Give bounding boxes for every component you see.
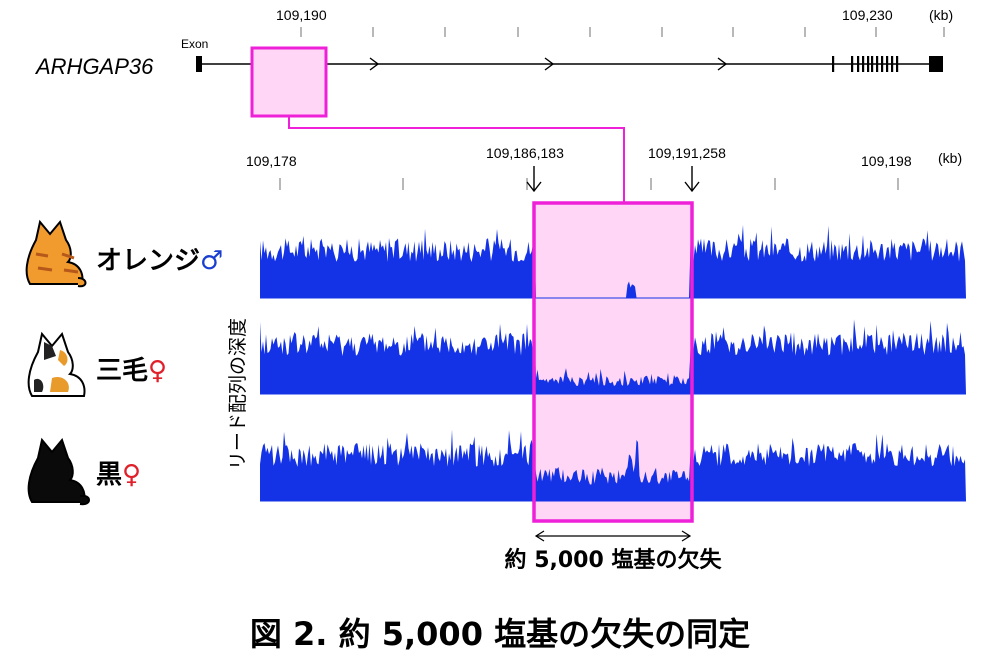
gene-ruler-ticks — [300, 27, 945, 37]
male-symbol-icon: ♂ — [200, 246, 223, 276]
deletion-span: 約 5,000 塩基の欠失 — [505, 530, 723, 573]
deletion-caption: 約 5,000 塩基の欠失 — [505, 547, 723, 573]
coverage-track-calico — [260, 319, 966, 395]
gene-tick-label-2: 109,230 — [842, 7, 893, 23]
deletion-start-label: 109,186,183 — [486, 145, 564, 161]
track-label-black: 黒♀ — [96, 460, 141, 490]
coverage-area — [260, 224, 966, 298]
exon-bar — [891, 56, 894, 72]
deletion-start-arrow — [526, 166, 542, 193]
coverage-track-orange — [260, 224, 966, 299]
zoom-ruler: 109,178 109,198 (kb) 109,186,183 109,191… — [246, 145, 962, 193]
track-name-black: 黒 — [96, 460, 122, 490]
exon-label: Exon — [181, 37, 208, 51]
gene-tick-label-1: 109,190 — [276, 7, 327, 23]
black-cat-icon — [27, 437, 90, 506]
exon-bar — [886, 56, 889, 72]
exon-bar — [851, 56, 854, 72]
last-exon — [929, 56, 943, 72]
zoom-ruler-ticks — [279, 178, 899, 190]
deletion-span-arrowhead-right — [681, 530, 692, 542]
deletion-region-box — [532, 201, 694, 523]
exon-bar — [871, 56, 874, 72]
orange-cat-icon — [25, 219, 87, 288]
track-name-calico: 三毛 — [96, 356, 148, 386]
female-symbol-icon: ♀ — [122, 460, 141, 490]
exon-cluster — [832, 56, 899, 72]
deletion-span-arrowhead-left — [534, 530, 545, 542]
y-axis-label: リード配列の深度 — [227, 318, 249, 470]
gene-unit-label: (kb) — [929, 7, 953, 23]
exon-bar — [867, 56, 870, 72]
deletion-region-fill — [534, 203, 692, 521]
exon-bar — [876, 56, 879, 72]
deletion-end-label: 109,191,258 — [648, 145, 726, 161]
strand-arrow-2 — [544, 57, 555, 71]
track-label-orange: オレンジ♂ — [96, 246, 223, 276]
zoom-unit-label: (kb) — [938, 150, 962, 166]
coverage-area — [260, 429, 966, 501]
exon-bar — [832, 56, 835, 72]
deletion-end-arrow — [684, 166, 700, 193]
female-symbol-icon: ♀ — [148, 356, 167, 386]
exon-bar — [896, 56, 899, 72]
coverage-area — [260, 319, 966, 394]
exon-bar — [881, 56, 884, 72]
strand-arrow-1 — [369, 57, 380, 71]
gene-highlight-box — [250, 46, 328, 118]
gene-name: ARHGAP36 — [34, 54, 154, 79]
figure-title: 図 2. 約 5,000 塩基の欠失の同定 — [250, 615, 750, 653]
zoom-connector-line — [288, 116, 625, 204]
track-name-orange: オレンジ — [96, 246, 200, 276]
gene-model: 109,190 109,230 (kb) ARHGAP36 Exon — [34, 7, 953, 204]
calico-cat-icon — [27, 331, 86, 397]
coverage-track-black — [260, 429, 966, 502]
zoom-tick-label-1: 109,178 — [246, 153, 297, 169]
exon-bar — [857, 56, 860, 72]
zoom-tick-label-2: 109,198 — [861, 153, 912, 169]
track-label-calico: 三毛♀ — [96, 356, 167, 386]
first-exon — [196, 56, 202, 72]
strand-arrow-3 — [717, 57, 728, 71]
exon-bar — [862, 56, 865, 72]
